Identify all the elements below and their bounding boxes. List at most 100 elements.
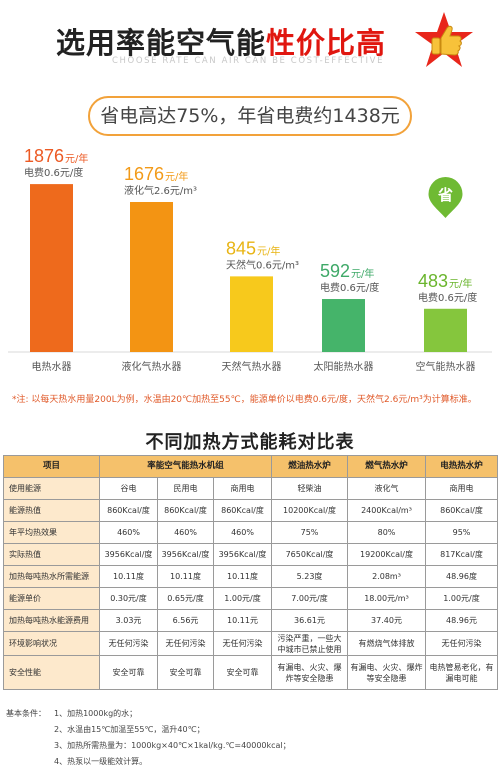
table-cell: 无任何污染 — [425, 631, 498, 656]
table-cell: 10.11度 — [213, 565, 272, 588]
table-cell: 10.11元 — [213, 609, 272, 632]
table-row: 年平均热效果 460% 460% 460% 75% 80% 95% — [3, 521, 498, 544]
table-cell: 2400Kcal/m³ — [347, 499, 426, 522]
bar — [322, 299, 365, 352]
note-item: 4、热泵以一级能效计算。 — [54, 757, 148, 766]
header-oil-boiler: 燃油热水炉 — [271, 455, 348, 478]
table-cell: 7.00元/度 — [271, 587, 348, 610]
table-cell: 谷电 — [99, 477, 158, 500]
table-row: 加热每吨热水所需能源 10.11度 10.11度 10.11度 5.23度 2.08m³ 4… — [3, 565, 498, 588]
note-item: 2、水温由15℃加温至55℃，温升40℃； — [54, 725, 205, 734]
bar-value-unit: 元/年 — [351, 267, 374, 280]
bar-value-label: 592 — [320, 261, 350, 281]
table-cell: 3956Kcal/度 — [99, 543, 158, 566]
table-cell: 有漏电、火灾、爆炸等安全隐患 — [271, 655, 348, 690]
table-cell: 液化气 — [347, 477, 426, 500]
table-cell: 有漏电、火灾、爆炸等安全隐患 — [347, 655, 426, 690]
table-cell: 36.61元 — [271, 609, 348, 632]
table-cell: 37.40元 — [347, 609, 426, 632]
category-label: 电热水器 — [32, 360, 72, 373]
table-cell: 7650Kcal/度 — [271, 543, 348, 566]
table-row: 能源热值 860Kcal/度 860Kcal/度 860Kcal/度 10200Kcal… — [3, 499, 498, 522]
chart-footnote: *注: 以每天热水用量200L为例，水温由20℃加热至55℃，能源单价以电费0.… — [12, 395, 477, 405]
table-cell: 48.96元 — [425, 609, 498, 632]
table-cell: 460% — [99, 521, 158, 544]
table-cell: 80% — [347, 521, 426, 544]
row-label: 能源热值 — [3, 499, 100, 522]
table-cell: 48.96度 — [425, 565, 498, 588]
notes-label: 基本条件： — [6, 709, 46, 718]
bar-sublabel: 电费0.6元/度 — [24, 166, 83, 179]
table-cell: 95% — [425, 521, 498, 544]
bar — [30, 184, 73, 352]
row-label: 年平均热效果 — [3, 521, 100, 544]
table-cell: 无任何污染 — [213, 631, 272, 656]
row-label: 实际热值 — [3, 543, 100, 566]
bar-value-label: 845 — [226, 238, 256, 258]
table-row: 使用能源 谷电 民用电 商用电 轻柴油 液化气 商用电 — [3, 477, 498, 500]
note-item: 1、加热1000kg的水； — [54, 709, 138, 718]
bar-value-unit: 元/年 — [65, 152, 88, 165]
table-cell: 0.30元/度 — [99, 587, 158, 610]
table-cell: 75% — [271, 521, 348, 544]
note-item: 3、加热所需热量为：1000kg×40℃×1kal/kg.℃=40000kcal… — [54, 741, 291, 750]
row-label: 环境影响状况 — [3, 631, 100, 656]
page-title: 选用率能空气能性价比高 — [56, 20, 386, 62]
row-label: 安全性能 — [3, 655, 100, 690]
row-label: 使用能源 — [3, 477, 100, 500]
table-cell: 10.11度 — [157, 565, 214, 588]
table-cell: 460% — [213, 521, 272, 544]
table-cell: 3956Kcal/度 — [213, 543, 272, 566]
table-cell: 6.56元 — [157, 609, 214, 632]
table-cell: 民用电 — [157, 477, 214, 500]
bar — [424, 308, 467, 352]
category-label: 空气能热水器 — [416, 360, 476, 373]
bar-sublabel: 液化气2.6元/m³ — [124, 184, 197, 197]
table-cell: 安全可靠 — [99, 655, 158, 690]
table-cell: 无任何污染 — [157, 631, 214, 656]
row-label: 加热每吨热水所需能源 — [3, 565, 100, 588]
bar-sublabel: 天然气0.6元/m³ — [226, 258, 299, 271]
bar — [230, 276, 273, 352]
table-cell: 0.65元/度 — [157, 587, 214, 610]
title-highlight: 性价比高 — [266, 26, 387, 60]
bar-value-unit: 元/年 — [257, 244, 280, 257]
table-cell: 污染严重，一些大中城市已禁止使用 — [271, 631, 348, 656]
category-label: 天然气热水器 — [222, 360, 282, 373]
bar-sublabel: 电费0.6元/度 — [418, 291, 477, 304]
title-prefix: 选用率能空气能 — [56, 26, 267, 60]
table-row: 能源单价 0.30元/度 0.65元/度 1.00元/度 7.00元/度 18.00元/m… — [3, 587, 498, 610]
subtitle-english: CHOOSE RATE CAN AIR CAN BE COST-EFFECTIV… — [112, 56, 385, 66]
table-title: 不同加热方式能耗对比表 — [145, 432, 355, 453]
table-cell: 2.08m³ — [347, 565, 426, 588]
table-cell: 3.03元 — [99, 609, 158, 632]
table-cell: 安全可靠 — [157, 655, 214, 690]
table-cell: 19200Kcal/度 — [347, 543, 426, 566]
table-cell: 3956Kcal/度 — [157, 543, 214, 566]
header-heat-pump: 率能空气能热水机组 — [99, 455, 272, 478]
badge-label: 省 — [437, 186, 453, 204]
row-label: 加热每吨热水能源费用 — [3, 609, 100, 632]
table-cell: 轻柴油 — [271, 477, 348, 500]
header-gas-boiler: 燃气热水炉 — [347, 455, 426, 478]
header-item: 项目 — [3, 455, 100, 478]
row-label: 能源单价 — [3, 587, 100, 610]
table-cell: 1.00元/度 — [425, 587, 498, 610]
table-cell: 10.11度 — [99, 565, 158, 588]
table-cell: 安全可靠 — [213, 655, 272, 690]
bar-sublabel: 电费0.6元/度 — [320, 281, 379, 294]
table-cell: 860Kcal/度 — [213, 499, 272, 522]
header-electric-boiler: 电热热水炉 — [425, 455, 498, 478]
table-cell: 5.23度 — [271, 565, 348, 588]
table-cell: 商用电 — [425, 477, 498, 500]
table-row: 环境影响状况 无任何污染 无任何污染 无任何污染 污染严重，一些大中城市已禁止使用 有燃烧… — [3, 631, 498, 656]
bar-value-label: 1876 — [24, 146, 64, 166]
bar — [130, 201, 173, 352]
table-cell: 860Kcal/度 — [425, 499, 498, 522]
comparison-table: 项目 率能空气能热水机组 燃油热水炉 燃气热水炉 电热热水炉 使用能源 谷电 民用电… — [3, 455, 498, 690]
category-label: 液化气热水器 — [122, 360, 182, 373]
table-row: 实际热值 3956Kcal/度 3956Kcal/度 3956Kcal/度 7650Kc… — [3, 543, 498, 566]
bar-value-unit: 元/年 — [165, 170, 188, 183]
header: 选用率能空气能性价比高 CHOOSE RATE CAN AIR CAN BE C… — [0, 0, 500, 74]
savings-banner: 省电高达75%，年省电费约1438元 — [88, 96, 412, 136]
